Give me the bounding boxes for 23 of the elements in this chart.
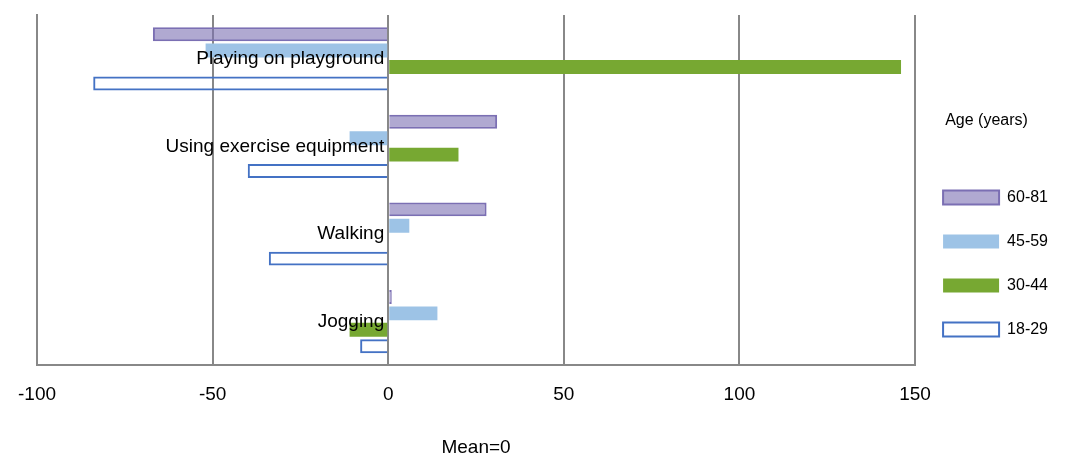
x-tick-label: 50: [553, 383, 575, 405]
bar: [389, 218, 410, 233]
y-tick-label: Using exercise equipment: [165, 134, 385, 156]
x-tick-label: 150: [899, 383, 931, 405]
legend-label: 60-81: [1007, 188, 1049, 206]
bar: [152, 27, 388, 42]
bar: [389, 114, 498, 129]
x-tick-label: -100: [18, 383, 57, 405]
x-tick-label: -50: [198, 383, 227, 405]
y-tick-label: Walking: [317, 222, 385, 244]
legend-label: 45-59: [1007, 232, 1049, 250]
bar: [389, 306, 438, 321]
y-tick-label: Jogging: [317, 309, 385, 331]
x-tick-label: 100: [723, 383, 756, 405]
legend-label: 18-29: [1007, 320, 1049, 338]
bar: [389, 60, 902, 74]
legend-title: Age (years): [945, 110, 1028, 128]
x-axis-title: Mean=0: [441, 435, 511, 457]
bar: [389, 202, 487, 217]
x-tick-label: 0: [382, 383, 394, 405]
y-tick-label: Playing on playground: [196, 47, 385, 69]
bar: [389, 147, 459, 162]
legend-label: 30-44: [1007, 276, 1049, 294]
